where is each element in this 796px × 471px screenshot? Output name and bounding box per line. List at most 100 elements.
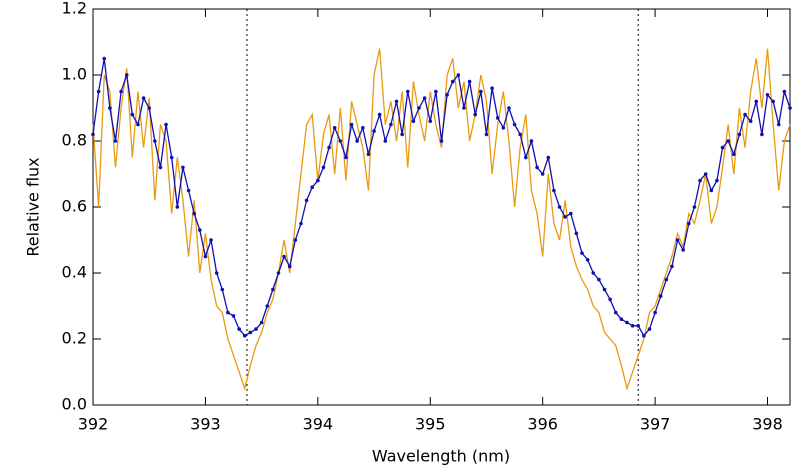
data-point xyxy=(136,122,140,127)
data-point xyxy=(692,205,697,209)
data-point xyxy=(411,119,416,123)
data-point xyxy=(175,205,180,209)
data-point xyxy=(366,152,371,156)
data-point xyxy=(372,129,376,133)
data-point xyxy=(158,165,163,170)
data-point xyxy=(242,333,247,338)
data-point xyxy=(647,327,652,331)
data-point xyxy=(108,106,112,110)
y-tick-label: 0.0 xyxy=(62,395,87,414)
data-point xyxy=(439,139,444,143)
x-tick-label: 398 xyxy=(752,415,783,434)
data-point xyxy=(540,172,545,176)
data-point xyxy=(422,96,427,100)
data-point xyxy=(282,254,286,259)
data-point xyxy=(192,211,196,216)
data-point xyxy=(259,320,264,325)
data-point xyxy=(479,89,483,94)
data-point xyxy=(782,89,787,94)
data-point xyxy=(186,188,191,193)
y-tick-label: 1.2 xyxy=(62,0,87,18)
data-point xyxy=(417,106,421,110)
data-point xyxy=(518,132,522,137)
plot-frame xyxy=(92,8,791,406)
data-point xyxy=(726,139,730,143)
data-point xyxy=(484,132,489,137)
data-point xyxy=(355,139,359,143)
data-point xyxy=(675,238,680,242)
data-point xyxy=(271,287,275,292)
data-point xyxy=(349,122,354,127)
series-line xyxy=(92,48,791,391)
y-tick-label: 0.2 xyxy=(62,329,87,348)
data-point xyxy=(276,271,281,275)
data-point xyxy=(771,99,775,104)
y-tick-label: 0.8 xyxy=(62,131,87,150)
data-point xyxy=(119,89,123,94)
data-point xyxy=(552,188,556,193)
x-tick-label: 395 xyxy=(415,415,446,434)
data-point xyxy=(316,178,320,183)
data-point xyxy=(585,258,590,262)
data-point xyxy=(304,198,309,203)
data-point xyxy=(450,79,455,84)
data-point xyxy=(670,264,674,269)
data-point xyxy=(394,99,399,104)
data-point xyxy=(467,79,472,84)
data-point xyxy=(389,122,393,127)
data-point xyxy=(113,139,118,143)
data-point xyxy=(248,330,253,335)
data-point xyxy=(141,96,146,100)
data-point xyxy=(327,145,331,150)
data-point xyxy=(434,89,438,94)
data-point xyxy=(715,178,719,183)
data-point xyxy=(495,116,500,120)
data-point xyxy=(400,132,404,137)
data-point xyxy=(254,327,258,331)
data-point xyxy=(321,165,326,170)
data-point xyxy=(512,122,517,127)
data-point xyxy=(720,145,725,150)
data-point xyxy=(658,294,663,298)
y-axis-label: Relative flux xyxy=(24,157,43,256)
x-tick-label: 396 xyxy=(527,415,558,434)
data-point xyxy=(748,119,753,123)
data-point xyxy=(574,231,579,236)
data-point xyxy=(231,314,236,318)
data-point xyxy=(462,106,466,110)
data-point xyxy=(776,122,781,127)
data-point xyxy=(653,310,657,315)
series-line xyxy=(92,58,791,337)
data-point xyxy=(287,264,292,269)
data-point xyxy=(332,126,337,130)
x-tick-label: 392 xyxy=(78,415,109,434)
data-point xyxy=(96,89,101,94)
x-tick-label: 393 xyxy=(190,415,221,434)
data-point xyxy=(703,172,708,176)
data-point xyxy=(681,248,686,252)
data-point xyxy=(473,112,478,117)
x-tick-label: 397 xyxy=(640,415,671,434)
data-point xyxy=(490,86,494,90)
x-tick-label: 394 xyxy=(303,415,334,434)
data-point xyxy=(164,122,168,127)
data-point xyxy=(237,327,241,331)
data-point xyxy=(383,139,388,143)
data-point xyxy=(124,73,129,77)
data-point xyxy=(557,205,562,209)
data-point xyxy=(91,132,95,137)
data-point xyxy=(568,211,573,216)
data-point xyxy=(507,106,511,110)
data-point xyxy=(602,287,607,292)
data-point xyxy=(625,320,629,325)
data-point xyxy=(698,178,702,183)
data-point xyxy=(361,126,365,130)
data-point xyxy=(765,93,770,97)
data-point xyxy=(737,132,742,137)
data-point xyxy=(529,139,534,143)
y-tick-label: 1.0 xyxy=(62,65,87,84)
data-point xyxy=(642,333,646,338)
data-point xyxy=(197,228,202,232)
data-point xyxy=(709,188,714,193)
